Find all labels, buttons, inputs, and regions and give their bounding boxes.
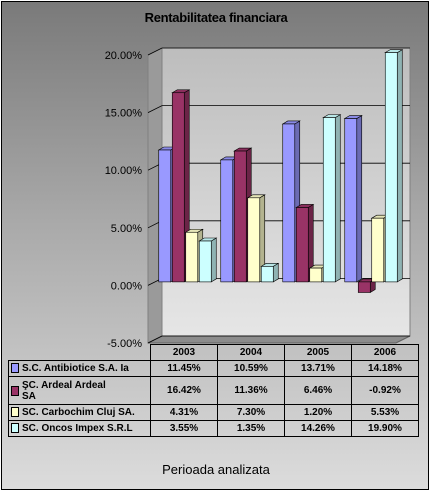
series-name-cell: SC. Oncos Impex S.R.L xyxy=(8,420,151,437)
series-name-cell: SC. Carbochim Cluj SA. xyxy=(8,404,151,421)
bar xyxy=(260,262,280,283)
data-table: 2003 2004 2005 2006 S.C. Antibiotice S.A… xyxy=(8,344,419,437)
gridline xyxy=(147,105,410,113)
category-header: 2006 xyxy=(351,344,419,361)
y-tick-label: -5.00% xyxy=(107,338,142,350)
data-label: 6.46% xyxy=(284,376,352,405)
data-label: 10.59% xyxy=(217,360,285,377)
category-header: 2005 xyxy=(284,344,352,361)
bar xyxy=(343,115,363,283)
y-axis-tick-labels: 20.00% 15.00% 10.00% 5.00% 0.00% -5.00% xyxy=(105,50,143,350)
bar xyxy=(198,237,218,283)
data-label: 14.26% xyxy=(284,420,352,437)
data-label: 14.18% xyxy=(351,360,419,377)
legend-swatch xyxy=(11,407,19,418)
data-label: 19.90% xyxy=(351,420,419,437)
y-tick-label: 20.00% xyxy=(105,50,143,62)
data-label: 4.31% xyxy=(150,404,218,421)
data-label: 7.30% xyxy=(217,404,285,421)
table-row: SC. Carbochim Cluj SA. 4.31% 7.30% 1.20%… xyxy=(8,404,419,421)
series-name: ŞC. Ardeal Ardeal SA xyxy=(22,379,106,402)
data-label: -0.92% xyxy=(351,376,419,405)
table-corner xyxy=(9,345,151,361)
series-name: SC. Carbochim Cluj SA. xyxy=(22,407,135,418)
y-tick-label: 0.00% xyxy=(111,280,142,292)
gridline xyxy=(147,47,410,56)
series-name: SC. Oncos Impex S.R.L xyxy=(22,423,133,434)
data-label: 16.42% xyxy=(150,376,218,405)
data-label: 3.55% xyxy=(150,420,218,437)
legend-swatch xyxy=(11,363,19,374)
series-name: S.C. Antibiotice S.A. Ia xyxy=(22,363,129,374)
bars xyxy=(157,49,404,294)
y-tick-label: 15.00% xyxy=(105,108,143,120)
table-row: ŞC. Ardeal Ardeal SA 16.42% 11.36% 6.46%… xyxy=(8,376,419,405)
chart-title: Rentabilitatea financiara xyxy=(144,10,288,25)
floor xyxy=(147,335,411,344)
data-label: 1.20% xyxy=(284,404,352,421)
y-tick-label: 10.00% xyxy=(105,165,143,177)
category-header: 2004 xyxy=(217,344,285,361)
bar xyxy=(384,49,404,283)
y-tick-label: 5.00% xyxy=(111,223,142,235)
legend-swatch xyxy=(11,423,19,434)
table-row: SC. Oncos Impex S.R.L 3.55% 1.35% 14.26%… xyxy=(8,420,419,437)
bar xyxy=(246,194,266,283)
gridline xyxy=(147,335,410,344)
legend-swatch xyxy=(11,385,19,396)
x-axis-label: Perioada analizata xyxy=(162,462,270,477)
series-name-cell: ŞC. Ardeal Ardeal SA xyxy=(8,376,151,405)
data-label: 1.35% xyxy=(217,420,285,437)
series-name-cell: S.C. Antibiotice S.A. Ia xyxy=(8,360,151,377)
data-label: 11.45% xyxy=(150,360,218,377)
bar xyxy=(322,114,342,283)
table-row: S.C. Antibiotice S.A. Ia 11.45% 10.59% 1… xyxy=(8,360,419,377)
data-label: 13.71% xyxy=(284,360,352,377)
data-label: 11.36% xyxy=(217,376,285,405)
data-label: 5.53% xyxy=(351,404,419,421)
category-header: 2003 xyxy=(150,344,218,361)
